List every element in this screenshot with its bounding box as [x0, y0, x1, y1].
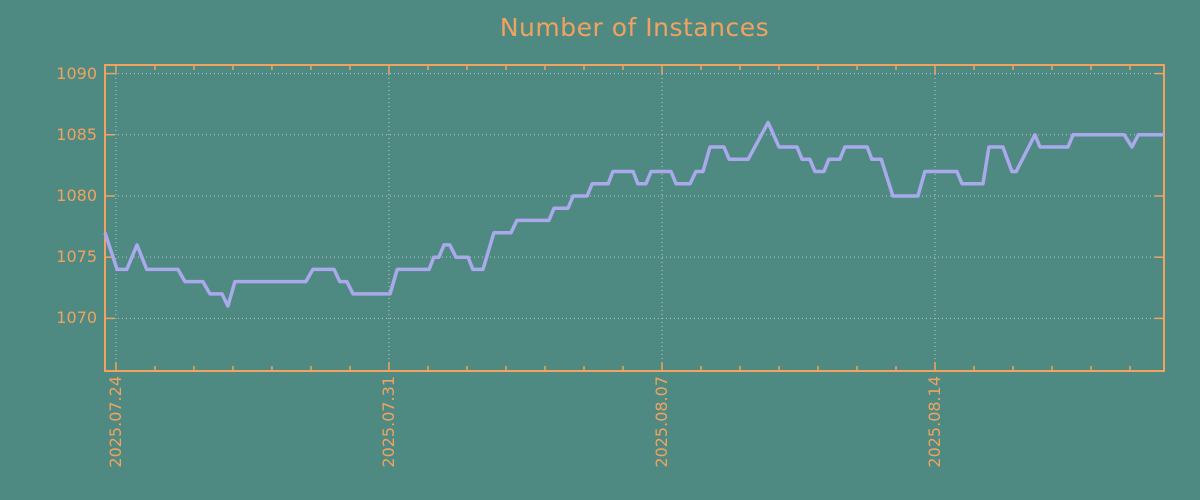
plot-border: [104, 64, 1165, 372]
y-tick-label: 1075: [56, 247, 97, 267]
y-tick-label: 1080: [56, 185, 97, 205]
x-tick-label: 2025.08.07: [651, 376, 671, 468]
x-tick-label: 2025.07.24: [105, 376, 125, 468]
y-tick-label: 1085: [56, 124, 97, 144]
x-tick-label: 2025.08.14: [925, 376, 945, 468]
y-tick-label: 1090: [56, 63, 97, 83]
chart-title: Number of Instances: [499, 13, 770, 42]
data-series-line: [103, 120, 1164, 308]
x-tick-label: 2025.07.31: [378, 376, 398, 468]
y-tick-label: 1070: [56, 308, 97, 328]
